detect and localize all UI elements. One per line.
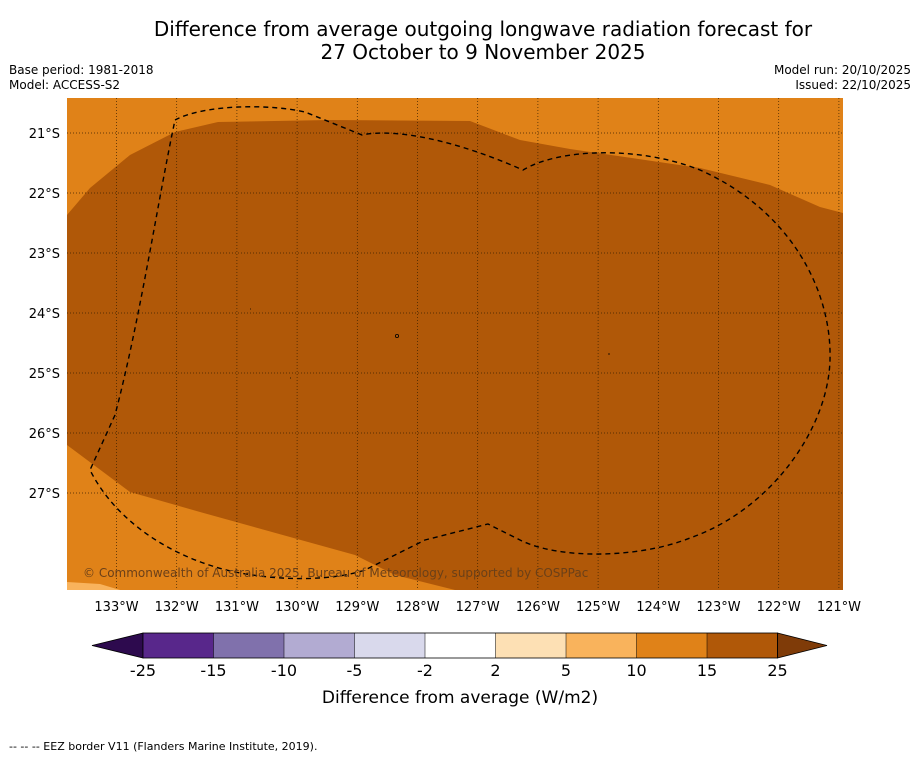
- longitude-label: 129°W: [335, 600, 379, 615]
- meta-left: Base period: 1981-2018 Model: ACCESS-S2: [9, 63, 154, 93]
- colorbar-segment: [143, 633, 214, 658]
- issued-date: Issued: 22/10/2025: [795, 78, 911, 92]
- colorbar-segment: [354, 633, 425, 658]
- colorbar-segment: [566, 633, 637, 658]
- title-line-1: Difference from average outgoing longwav…: [153, 17, 813, 41]
- map-area: © Commonwealth of Australia 2025, Bureau…: [67, 98, 843, 590]
- longitude-labels: 133°W 132°W 131°W 130°W 129°W 128°W 127°W 126°W…: [94, 600, 861, 615]
- longitude-label: 131°W: [215, 600, 259, 615]
- colorbar-segment: [636, 633, 707, 658]
- longitude-label: 132°W: [155, 600, 199, 615]
- colorbar-tick-label: -15: [200, 661, 226, 680]
- longitude-label: 125°W: [576, 600, 620, 615]
- colorbar-tick-label: -5: [347, 661, 363, 680]
- latitude-label: 27°S: [29, 487, 60, 502]
- latitude-label: 24°S: [29, 307, 60, 322]
- band-5-10: [67, 582, 120, 590]
- colorbar-segment: [495, 633, 566, 658]
- longitude-label: 122°W: [757, 600, 801, 615]
- eez-border: [89, 106, 831, 580]
- map-specks: [250, 308, 610, 379]
- longitude-label: 123°W: [696, 600, 740, 615]
- base-period: Base period: 1981-2018: [9, 63, 154, 77]
- meta-right: Model run: 20/10/2025 Issued: 22/10/2025: [774, 63, 911, 93]
- longitude-label: 121°W: [817, 600, 861, 615]
- map-gridlines: [67, 98, 843, 590]
- colorbar-arrow-low: [91, 632, 144, 659]
- band-15-25: [67, 120, 843, 590]
- longitude-label: 133°W: [94, 600, 138, 615]
- model-run: Model run: 20/10/2025: [773, 63, 911, 77]
- colorbar-tick-label: 25: [767, 661, 787, 680]
- longitude-label: 130°W: [275, 600, 319, 615]
- colorbar-segment: [284, 633, 355, 658]
- map-figure: © Commonwealth of Australia 2025, Bureau…: [29, 98, 861, 708]
- latitude-label: 23°S: [29, 247, 60, 262]
- latitude-label: 21°S: [29, 127, 60, 142]
- model-name: Model: ACCESS-S2: [9, 78, 121, 92]
- colorbar-label: Difference from average (W/m2): [322, 688, 598, 708]
- colorbar-tick-label: 5: [561, 661, 571, 680]
- latitude-labels: 21°S 22°S 23°S 24°S 25°S 26°S 27°S: [29, 127, 60, 502]
- colorbar-arrow-high: [777, 632, 828, 659]
- colorbar-tick-label: 2: [490, 661, 500, 680]
- colorbar-segment: [213, 633, 284, 658]
- colorbar: -25 -15 -10 -5 -2 2 5 10 15 25: [91, 632, 828, 680]
- colorbar-tick-label: -2: [417, 661, 433, 680]
- longitude-label: 124°W: [636, 600, 680, 615]
- colorbar-segment: [425, 633, 496, 658]
- latitude-label: 26°S: [29, 427, 60, 442]
- colorbar-tick-label: 10: [626, 661, 646, 680]
- colorbar-segment: [707, 633, 778, 658]
- colorbar-tick-label: 15: [697, 661, 717, 680]
- colorbar-tick-label: -10: [271, 661, 297, 680]
- longitude-label: 128°W: [395, 600, 439, 615]
- longitude-label: 127°W: [456, 600, 500, 615]
- colorbar-frame: [142, 632, 778, 659]
- copyright: © Commonwealth of Australia 2025, Bureau…: [83, 566, 588, 580]
- latitude-label: 22°S: [29, 187, 60, 202]
- latitude-label: 25°S: [29, 367, 60, 382]
- title-line-2: 27 October to 9 November 2025: [320, 40, 646, 64]
- longitude-label: 126°W: [516, 600, 560, 615]
- colorbar-tick-label: -25: [130, 661, 156, 680]
- footer-note: -- -- -- EEZ border V11 (Flanders Marine…: [9, 740, 318, 753]
- chart-title: Difference from average outgoing longwav…: [0, 18, 919, 64]
